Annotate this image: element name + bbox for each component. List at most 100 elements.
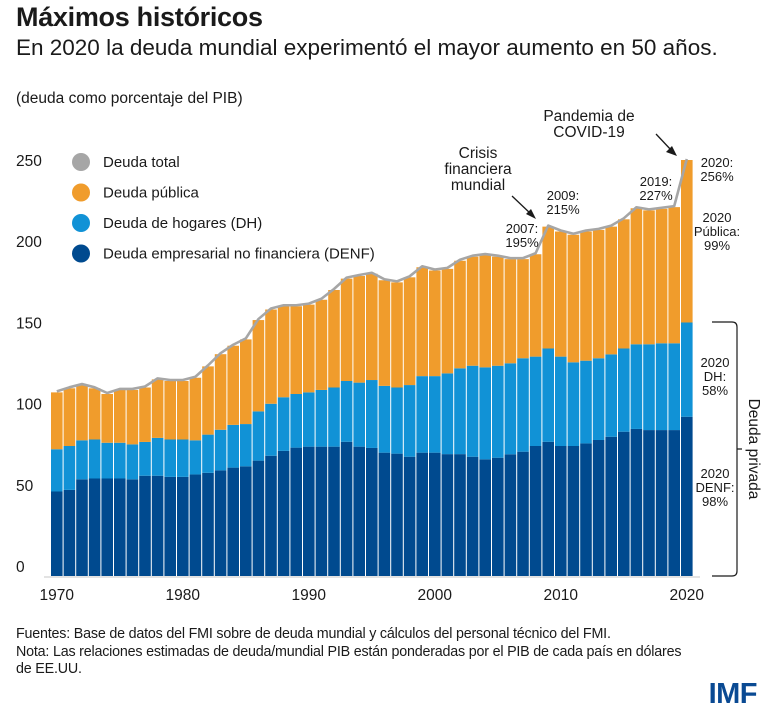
bar-corporate	[492, 457, 504, 576]
bar-household	[517, 358, 529, 452]
bar-corporate	[391, 453, 403, 576]
annotation-2019: 227%	[639, 188, 673, 203]
bar-public	[139, 387, 151, 442]
bar-household	[227, 424, 239, 468]
bar-household	[202, 434, 214, 473]
legend-label-household: Deuda de hogares (DH)	[103, 215, 262, 232]
bar-household	[479, 367, 491, 460]
bar-household	[139, 441, 151, 476]
bar-public	[630, 208, 643, 345]
bar-household	[416, 376, 428, 453]
bar-public	[51, 392, 63, 450]
annotation-public-2020: Pública:	[694, 224, 740, 239]
bar-public	[429, 270, 441, 377]
y-tick-label: 250	[16, 153, 42, 170]
y-tick-label: 150	[16, 315, 42, 332]
legend-swatch-household	[72, 214, 90, 232]
bar-corporate	[189, 474, 202, 576]
bar-public	[252, 320, 265, 412]
bar-public	[668, 207, 680, 344]
annotation-corporate-2020: DENF:	[696, 480, 735, 495]
bar-public	[492, 256, 504, 366]
bar-corporate	[164, 476, 176, 576]
bar-household	[126, 444, 139, 480]
bar-corporate	[618, 431, 630, 576]
legend-swatch-total	[72, 153, 90, 171]
x-tick-label: 2020	[670, 587, 705, 604]
bar-household	[366, 380, 378, 448]
annotation-crisis: Crisis	[459, 145, 498, 162]
bar-public	[290, 306, 302, 394]
bar-public	[328, 290, 340, 388]
bar-household	[252, 411, 265, 461]
bar-corporate	[655, 430, 668, 576]
bar-corporate	[340, 441, 353, 576]
arrow-covid-head	[666, 146, 677, 156]
bar-household	[580, 360, 592, 444]
arrow-covid	[655, 133, 673, 152]
x-axis: 1970 1980 1990 2000 2010 2020	[40, 587, 705, 604]
bar-household	[454, 368, 466, 455]
bar-household	[429, 376, 441, 453]
bar-public	[555, 231, 567, 357]
bar-public	[101, 394, 113, 443]
bar-public	[605, 226, 617, 355]
bar-public	[529, 254, 542, 357]
bar-corporate	[177, 476, 189, 576]
bracket-shape	[712, 321, 742, 577]
bar-corporate	[126, 479, 139, 576]
annotation-household-2020: 58%	[702, 383, 728, 398]
unit-label: (deuda como porcentaje del PIB)	[16, 90, 243, 107]
bar-public	[403, 277, 416, 386]
bar-corporate	[366, 447, 378, 576]
bar-household	[51, 449, 63, 492]
annotation-public-2020: 2020	[703, 210, 732, 225]
bar-public	[227, 345, 239, 425]
bar-household	[290, 394, 302, 448]
bar-household	[76, 440, 88, 480]
y-axis: 0 50 100 150 200 250	[16, 153, 42, 576]
arrow-crisis-head	[526, 209, 536, 219]
bar-household	[668, 343, 680, 431]
annotation-2007: 195%	[505, 235, 539, 250]
chart-subtitle: En 2020 la deuda mundial experimentó el …	[16, 35, 718, 60]
bar-corporate	[214, 470, 227, 576]
bar-corporate	[328, 446, 340, 576]
bar-public	[126, 389, 139, 445]
bar-household	[265, 403, 277, 456]
bar-corporate	[240, 466, 252, 576]
bar-household	[441, 373, 454, 455]
bar-public	[592, 229, 605, 359]
bar-household	[214, 429, 227, 471]
bar-corporate	[643, 430, 655, 576]
legend-label-total: Deuda total	[103, 154, 180, 171]
annotation-household-2020: DH:	[704, 369, 726, 384]
bar-public	[504, 259, 517, 364]
bar-corporate	[517, 451, 529, 576]
bar-public	[214, 354, 227, 430]
bar-household	[240, 424, 252, 467]
bar-public	[63, 388, 76, 446]
bar-public	[277, 306, 290, 398]
total-debt-line	[56, 158, 689, 395]
bar-household	[315, 389, 328, 447]
bar-public	[378, 280, 391, 386]
bar-public	[164, 381, 176, 440]
bar-corporate	[277, 450, 290, 576]
bar-corporate	[315, 446, 328, 576]
bar-public	[655, 208, 668, 344]
bar-household	[63, 446, 76, 490]
legend-label-public: Deuda pública	[103, 185, 200, 202]
legend-label-corporate: Deuda empresarial no financiera (DENF)	[103, 246, 375, 263]
bar-household	[542, 348, 554, 442]
legend: Deuda total Deuda pública Deuda de hogares…	[72, 153, 375, 263]
bar-public	[202, 366, 214, 435]
bar-public	[542, 226, 554, 349]
bar-corporate	[290, 447, 302, 576]
bar-household	[378, 385, 391, 453]
bar-corporate	[466, 456, 479, 576]
bars	[51, 160, 693, 576]
bar-corporate	[504, 454, 517, 576]
bar-household	[605, 354, 617, 437]
